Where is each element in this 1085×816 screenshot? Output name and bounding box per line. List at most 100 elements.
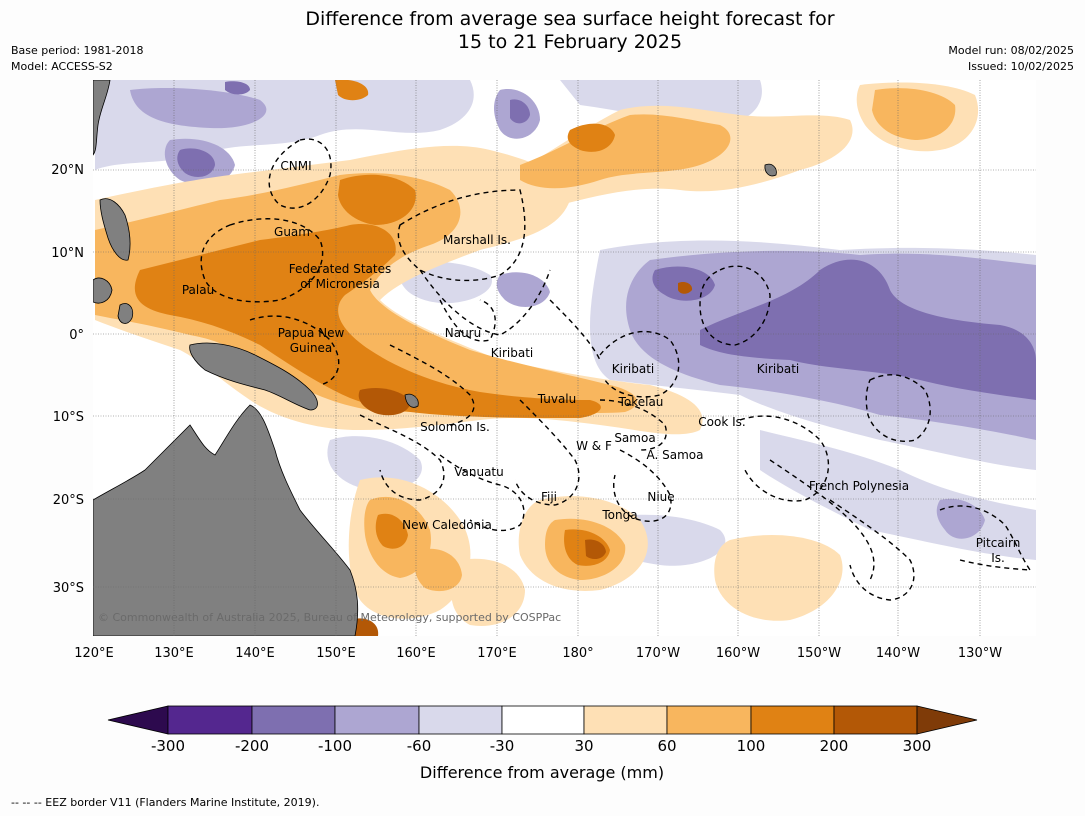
land-philippines	[99, 198, 131, 261]
anomaly-region	[520, 114, 731, 189]
colorbar-tick: -30	[490, 737, 515, 755]
lon-label: 140°E	[235, 646, 275, 661]
place-label-fsm-line2: of Micronesia	[300, 277, 380, 291]
place-label-french-polynesia: French Polynesia	[809, 479, 909, 493]
colorbar-segment	[750, 705, 835, 735]
anomaly-region	[451, 558, 525, 626]
anomaly-region	[414, 548, 462, 592]
title-line-1: Difference from average sea surface heig…	[305, 8, 835, 30]
anomaly-region	[225, 81, 250, 95]
colorbar-tick: -300	[151, 737, 185, 755]
colorbar-segment	[418, 705, 503, 735]
anomaly-region	[678, 281, 693, 294]
anomaly-region	[375, 513, 408, 549]
place-label-new-caledonia: New Caledonia	[402, 518, 492, 532]
eez-borders	[200, 138, 1031, 601]
lon-label: 160°E	[396, 646, 436, 661]
model-name: Model: ACCESS-S2	[11, 60, 113, 73]
place-label-wallis-futuna: W & F	[576, 439, 612, 453]
anomaly-region	[714, 535, 843, 621]
land-australia	[93, 404, 359, 636]
land-new-zealand-edge	[404, 393, 419, 408]
anomaly-region	[872, 88, 956, 140]
colorbar-segment	[334, 705, 420, 735]
land-asia-edge	[93, 80, 111, 156]
colorbar-segment	[666, 705, 752, 735]
colorbar-tick: 60	[657, 737, 676, 755]
eez-footnote: -- -- -- EEZ border V11 (Flanders Marine…	[11, 796, 320, 809]
lon-label: 140°W	[876, 646, 920, 661]
place-label-kiribati-west: Kiribati	[491, 346, 533, 360]
copyright-notice: © Commonwealth of Australia 2025, Bureau…	[98, 611, 561, 624]
lon-label: 130°E	[154, 646, 194, 661]
place-label-pitcairn: Pitcairn	[976, 536, 1021, 550]
place-label-fiji: Fiji	[541, 490, 557, 504]
place-label-american-samoa: A. Samoa	[647, 448, 704, 462]
anomaly-region	[496, 272, 550, 307]
place-label-tonga: Tonga	[601, 508, 637, 522]
lon-label: 160°W	[716, 646, 760, 661]
colorbar-segment	[251, 705, 336, 735]
lat-label: 20°N	[51, 163, 84, 178]
colorbar-extend-low	[107, 705, 169, 735]
lon-label: 130°W	[958, 646, 1002, 661]
lon-label: 150°E	[316, 646, 356, 661]
colorbar-tick: -60	[407, 737, 432, 755]
place-label-cnmi: CNMI	[280, 159, 311, 173]
lat-label: 20°S	[53, 493, 84, 508]
anomaly-region	[700, 259, 1036, 400]
anomaly-region	[95, 173, 637, 413]
title-line-2: 15 to 21 February 2025	[457, 31, 683, 53]
lat-labels: 20°N 10°N 0° 10°S 20°S 30°S	[51, 163, 84, 596]
place-label-fsm: Federated States	[289, 262, 391, 276]
colorbar-tick: 300	[903, 737, 932, 755]
anomaly-region	[567, 123, 615, 152]
anomaly-region	[327, 436, 422, 491]
lon-label: 150°W	[797, 646, 841, 661]
lat-label: 10°S	[53, 410, 84, 425]
place-label-solomon: Solomon Is.	[420, 420, 490, 434]
lon-labels: 120°E 130°E 140°E 150°E 160°E 170°E 180°…	[74, 646, 1002, 661]
anomaly-region	[130, 88, 267, 129]
place-label-png-line2: Guinea	[290, 341, 333, 355]
land-borneo	[93, 277, 113, 304]
colorbar-segment	[583, 705, 668, 735]
meta-right: Model run: 08/02/2025 Issued: 10/02/2025	[948, 43, 1074, 75]
chart-title: Difference from average sea surface heig…	[0, 8, 1085, 54]
place-label-pitcairn-line2: Is.	[991, 551, 1005, 565]
anomaly-region	[358, 388, 411, 416]
anomaly-region	[936, 498, 985, 539]
colorbar: -300 -200 -100 -60 -30 30 60 100 200 300…	[107, 705, 978, 782]
colorbar-tick: 30	[574, 737, 593, 755]
colorbar-segment	[833, 705, 918, 735]
colorbar-extend-high	[916, 705, 978, 735]
place-label-marshall: Marshall Is.	[443, 233, 511, 247]
lon-label: 120°E	[74, 646, 114, 661]
issued-date: Issued: 10/02/2025	[967, 60, 1074, 73]
lat-label: 30°S	[53, 581, 84, 596]
model-run: Model run: 08/02/2025	[948, 44, 1074, 57]
place-label-kiribati-central: Kiribati	[612, 362, 654, 376]
lat-label: 0°	[69, 328, 84, 343]
colorbar-tick: 100	[737, 737, 766, 755]
anomaly-region	[134, 224, 601, 418]
place-label-png: Papua New	[278, 326, 345, 340]
lon-label: 180°	[562, 646, 593, 661]
place-label-palau: Palau	[182, 283, 214, 297]
colorbar-segment	[167, 705, 253, 735]
place-label-nauru: Nauru	[445, 326, 481, 340]
lon-label: 170°E	[477, 646, 517, 661]
anomaly-field	[93, 80, 1036, 636]
anomaly-region	[510, 99, 530, 124]
land-new-guinea	[189, 342, 318, 411]
anomaly-region	[338, 174, 416, 225]
place-label-tokelau: Tokelau	[618, 395, 664, 409]
anomaly-region	[335, 80, 369, 101]
colorbar-tick: -100	[318, 737, 352, 755]
colorbar-tick: -200	[235, 737, 269, 755]
place-label-vanuatu: Vanuatu	[454, 465, 504, 479]
place-label-cook: Cook Is.	[698, 415, 745, 429]
place-label-guam: Guam	[274, 225, 310, 239]
anomaly-region	[585, 539, 606, 560]
